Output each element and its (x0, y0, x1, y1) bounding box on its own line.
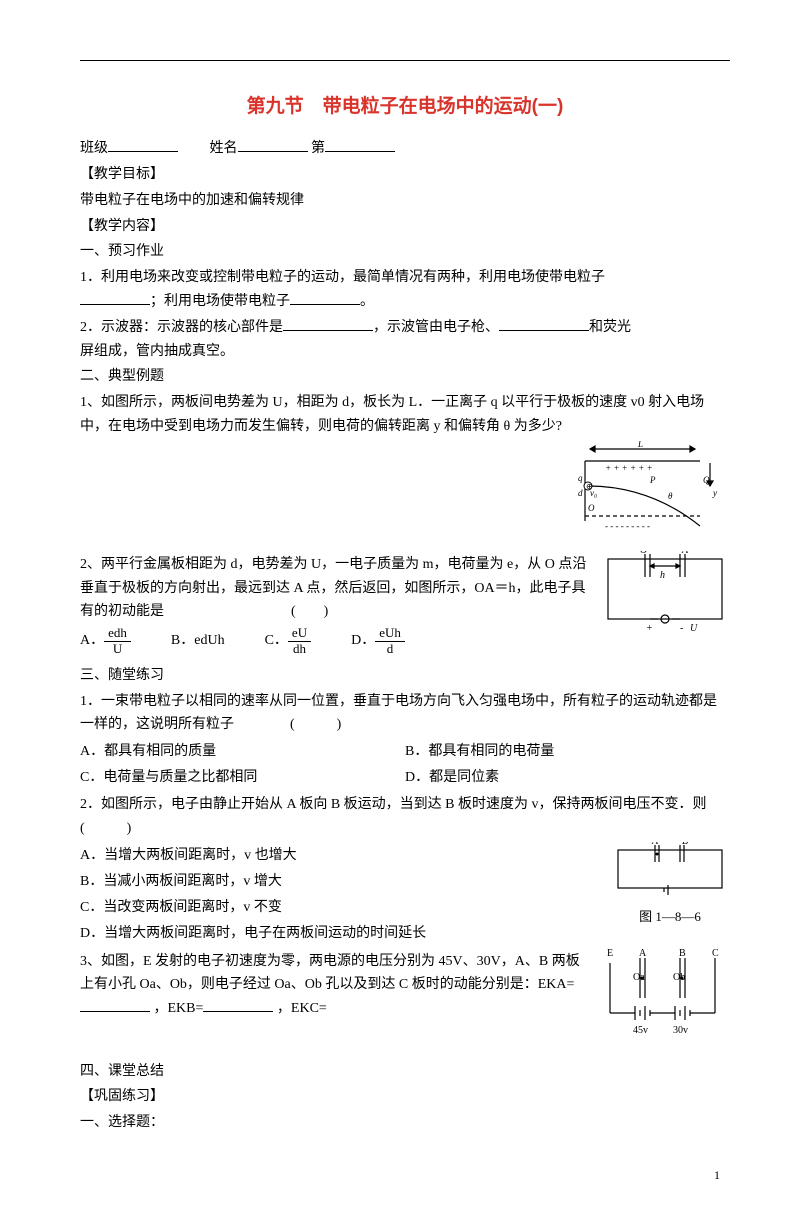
svg-text:Q: Q (703, 475, 710, 485)
preview-heading: 一、预习作业 (80, 240, 730, 264)
svg-text:O: O (640, 551, 647, 556)
svg-text:U: U (690, 623, 698, 634)
figure-deflection: L + + + + + + q PQ dθ v₀y O - - - - - - … (560, 441, 730, 551)
homework-heading: 【巩固练习】 (80, 1085, 730, 1109)
class-q2-row: A．当增大两板间距离时，v 也增大 B．当减小两板间距离时，v 增大 C．当改变… (80, 842, 730, 947)
q3-text-b: ，EKB= (154, 1001, 204, 1016)
option-d: D．eUhd (351, 626, 405, 656)
svg-text:P: P (649, 475, 656, 485)
example-q2-options: A．edhU B．edUh C．eUdh D．eUhd (80, 626, 588, 656)
svg-text:-: - (680, 623, 683, 634)
option-a: A．edhU (80, 626, 131, 656)
preview-q2: 2．示波器：示波器的核心部件是 ，示波管由电子枪、 和荧光 屏组成，管内抽成真空。 (80, 316, 730, 364)
svg-text:y: y (712, 488, 717, 498)
preview-q1c: 。 (360, 294, 374, 309)
figure-eabc: E A B C Oa Ob 45v 30v (595, 948, 730, 1048)
svg-text:O: O (588, 503, 595, 513)
q1-opt-a: A．都具有相同的质量 (80, 740, 405, 764)
class-label: 班级 (80, 141, 108, 156)
svg-text:A: A (651, 842, 659, 847)
option-b: B．edUh (171, 629, 225, 653)
examples-heading: 二、典型例题 (80, 365, 730, 389)
preview-q2d: 屏组成，管内抽成真空。 (80, 344, 234, 359)
q1-opt-b: B．都具有相同的电荷量 (405, 740, 730, 764)
svg-text:30v: 30v (673, 1025, 688, 1036)
q2-opt-d: D．当增大两板间距离时，电子在两板间运动的时间延长 (80, 922, 598, 946)
example-q1: 1、如图所示，两板间电势差为 U，相距为 d，板长为 L．一正离子 q 以平行于… (80, 391, 730, 439)
q3-text-c: ，EKC= (277, 1001, 327, 1016)
class-practice-heading: 三、随堂练习 (80, 664, 730, 688)
figure-1-row: L + + + + + + q PQ dθ v₀y O - - - - - - … (80, 441, 730, 551)
svg-text:A: A (681, 551, 689, 556)
example-q2-text: 2、两平行金属板相距为 d，电势差为 U，一电子质量为 m，电荷量为 e，从 O… (80, 557, 586, 620)
q2-opt-b: B．当减小两板间距离时，v 增大 (80, 870, 598, 894)
example-q2: 2、两平行金属板相距为 d，电势差为 U，一电子质量为 m，电荷量为 e，从 O… (80, 553, 588, 624)
summary-heading: 四、课堂总结 (80, 1060, 730, 1084)
goal-heading: 【教学目标】 (80, 163, 730, 187)
svg-text:A: A (639, 948, 647, 959)
page-number: 1 (80, 1165, 730, 1185)
class-q3: 3、如图，E 发射的电子初速度为零，两电源的电压分别为 45V、30V，A、B … (80, 950, 583, 1021)
svg-text:C: C (712, 948, 719, 959)
q1-opt-d: D．都是同位素 (405, 766, 730, 790)
preview-q2a: 2．示波器：示波器的核心部件是 (80, 320, 283, 335)
example-q2-paren: ( ) (291, 604, 328, 619)
q3-text-a: 3、如图，E 发射的电子初速度为零，两电源的电压分别为 45V、30V，A、B … (80, 954, 580, 993)
svg-text:E: E (607, 948, 613, 959)
class-q2: 2．如图所示，电子由静止开始从 A 板向 B 板运动，当到达 B 板时速度为 v… (80, 793, 730, 841)
svg-text:B: B (682, 842, 688, 847)
preview-q1a: 1．利用电场来改变或控制带电粒子的运动，最简单情况有两种，利用电场使带电粒子 (80, 270, 605, 285)
svg-text:+ + + + + +: + + + + + + (605, 463, 653, 473)
svg-text:h: h (660, 570, 665, 581)
class-q1-options: A．都具有相同的质量 B．都具有相同的电荷量 C．电荷量与质量之比都相同 D．都… (80, 739, 730, 791)
content-heading: 【教学内容】 (80, 215, 730, 239)
svg-text:d: d (578, 488, 583, 498)
q2-opt-a: A．当增大两板间距离时，v 也增大 (80, 844, 598, 868)
top-rule (80, 60, 730, 61)
svg-text:⊕: ⊕ (586, 482, 593, 491)
q1-opt-c: C．电荷量与质量之比都相同 (80, 766, 405, 790)
page-title: 第九节 带电粒子在电场中的运动(一) (80, 91, 730, 123)
class-q3-row: 3、如图，E 发射的电子初速度为零，两电源的电压分别为 45V、30V，A、B … (80, 948, 730, 1048)
preview-q2b: ，示波管由电子枪、 (373, 320, 499, 335)
figure-2-wrap: AB 图 1—8—6 (610, 842, 730, 928)
svg-text:45v: 45v (633, 1025, 648, 1036)
preview-q1b: ；利用电场使带电粒子 (150, 294, 290, 309)
no-label: 第 (311, 141, 325, 156)
figure-ab-plates: AB (610, 842, 730, 897)
goal-text: 带电粒子在电场中的加速和偏转规律 (80, 189, 730, 213)
preview-q2c: 和荧光 (589, 320, 631, 335)
class-q1: 1．一束带电粒子以相同的速率从同一位置，垂直于电场方向飞入匀强电场中，所有粒子的… (80, 690, 730, 738)
example-q2-row: 2、两平行金属板相距为 d，电势差为 U，一电子质量为 m，电荷量为 e，从 O… (80, 551, 730, 662)
figure-2-label: 图 1—8—6 (610, 906, 730, 928)
svg-text:q: q (578, 473, 583, 483)
svg-text:B: B (679, 948, 686, 959)
option-c: C．eUdh (265, 626, 312, 656)
preview-q1: 1．利用电场来改变或控制带电粒子的运动，最简单情况有两种，利用电场使带电粒子 ；… (80, 266, 730, 314)
name-label: 姓名 (210, 141, 238, 156)
svg-text:+: + (646, 623, 653, 634)
svg-text:θ: θ (668, 491, 673, 501)
figure-capacitor-oa: O A h + - U (600, 551, 730, 636)
svg-text:L: L (637, 441, 643, 449)
homework-sub: 一、选择题： (80, 1111, 730, 1135)
header-line: 班级 姓名 第 (80, 137, 730, 161)
q2-opt-c: C．当改变两板间距离时，v 不变 (80, 896, 598, 920)
svg-text:- - - - - - - - -: - - - - - - - - - (605, 521, 650, 531)
